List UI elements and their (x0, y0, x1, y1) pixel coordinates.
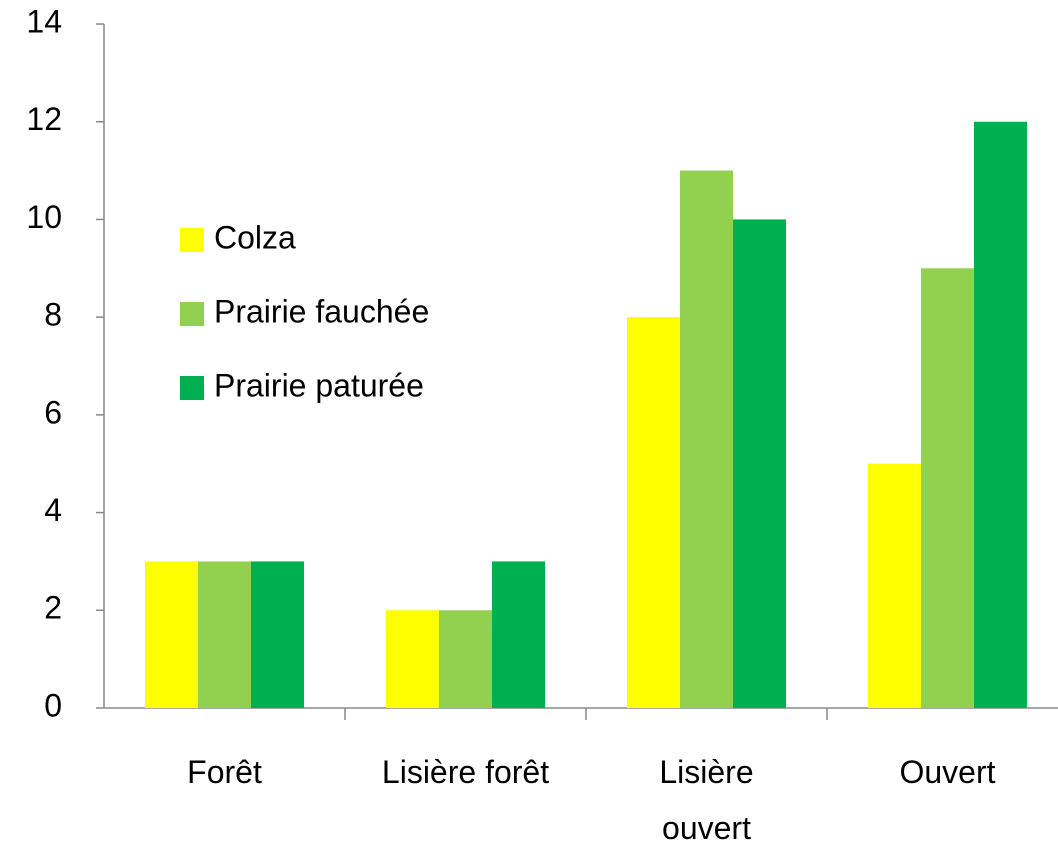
y-tick-label: 10 (26, 199, 62, 235)
chart: 0 2 4 6 8 10 12 14 Colza Prairie fauchée Prairie p… (0, 0, 1058, 849)
page: 0 2 4 6 8 10 12 14 Colza Prairie fauchée Prairie p… (0, 0, 1058, 849)
bar (974, 122, 1027, 708)
bar (627, 317, 680, 708)
x-tick-label: Forêt (135, 744, 315, 800)
legend-label: Colza (214, 219, 296, 255)
x-tick-label: Lisière ouvert (617, 744, 797, 849)
bar (145, 561, 198, 708)
bar (439, 610, 492, 708)
legend-swatch (180, 228, 204, 252)
bar (386, 610, 439, 708)
y-tick-label: 0 (44, 687, 62, 723)
y-tick-label: 2 (44, 590, 62, 626)
legend-label: Prairie paturée (214, 367, 424, 403)
y-tick-label: 8 (44, 297, 62, 333)
bar (921, 268, 974, 708)
legend-swatch (180, 302, 204, 326)
legend-label: Prairie fauchée (214, 293, 429, 329)
y-tick-label: 12 (26, 101, 62, 137)
legend-swatch (180, 376, 204, 400)
y-tick-label: 6 (44, 394, 62, 430)
bar (868, 464, 921, 708)
bar (733, 219, 786, 708)
bar (492, 561, 545, 708)
x-tick-label: Ouvert (858, 744, 1038, 800)
bar (680, 171, 733, 708)
y-tick-label: 14 (26, 3, 62, 39)
bar (251, 561, 304, 708)
bar (198, 561, 251, 708)
x-tick-label: Lisière forêt (376, 744, 556, 800)
y-tick-label: 4 (44, 492, 62, 528)
